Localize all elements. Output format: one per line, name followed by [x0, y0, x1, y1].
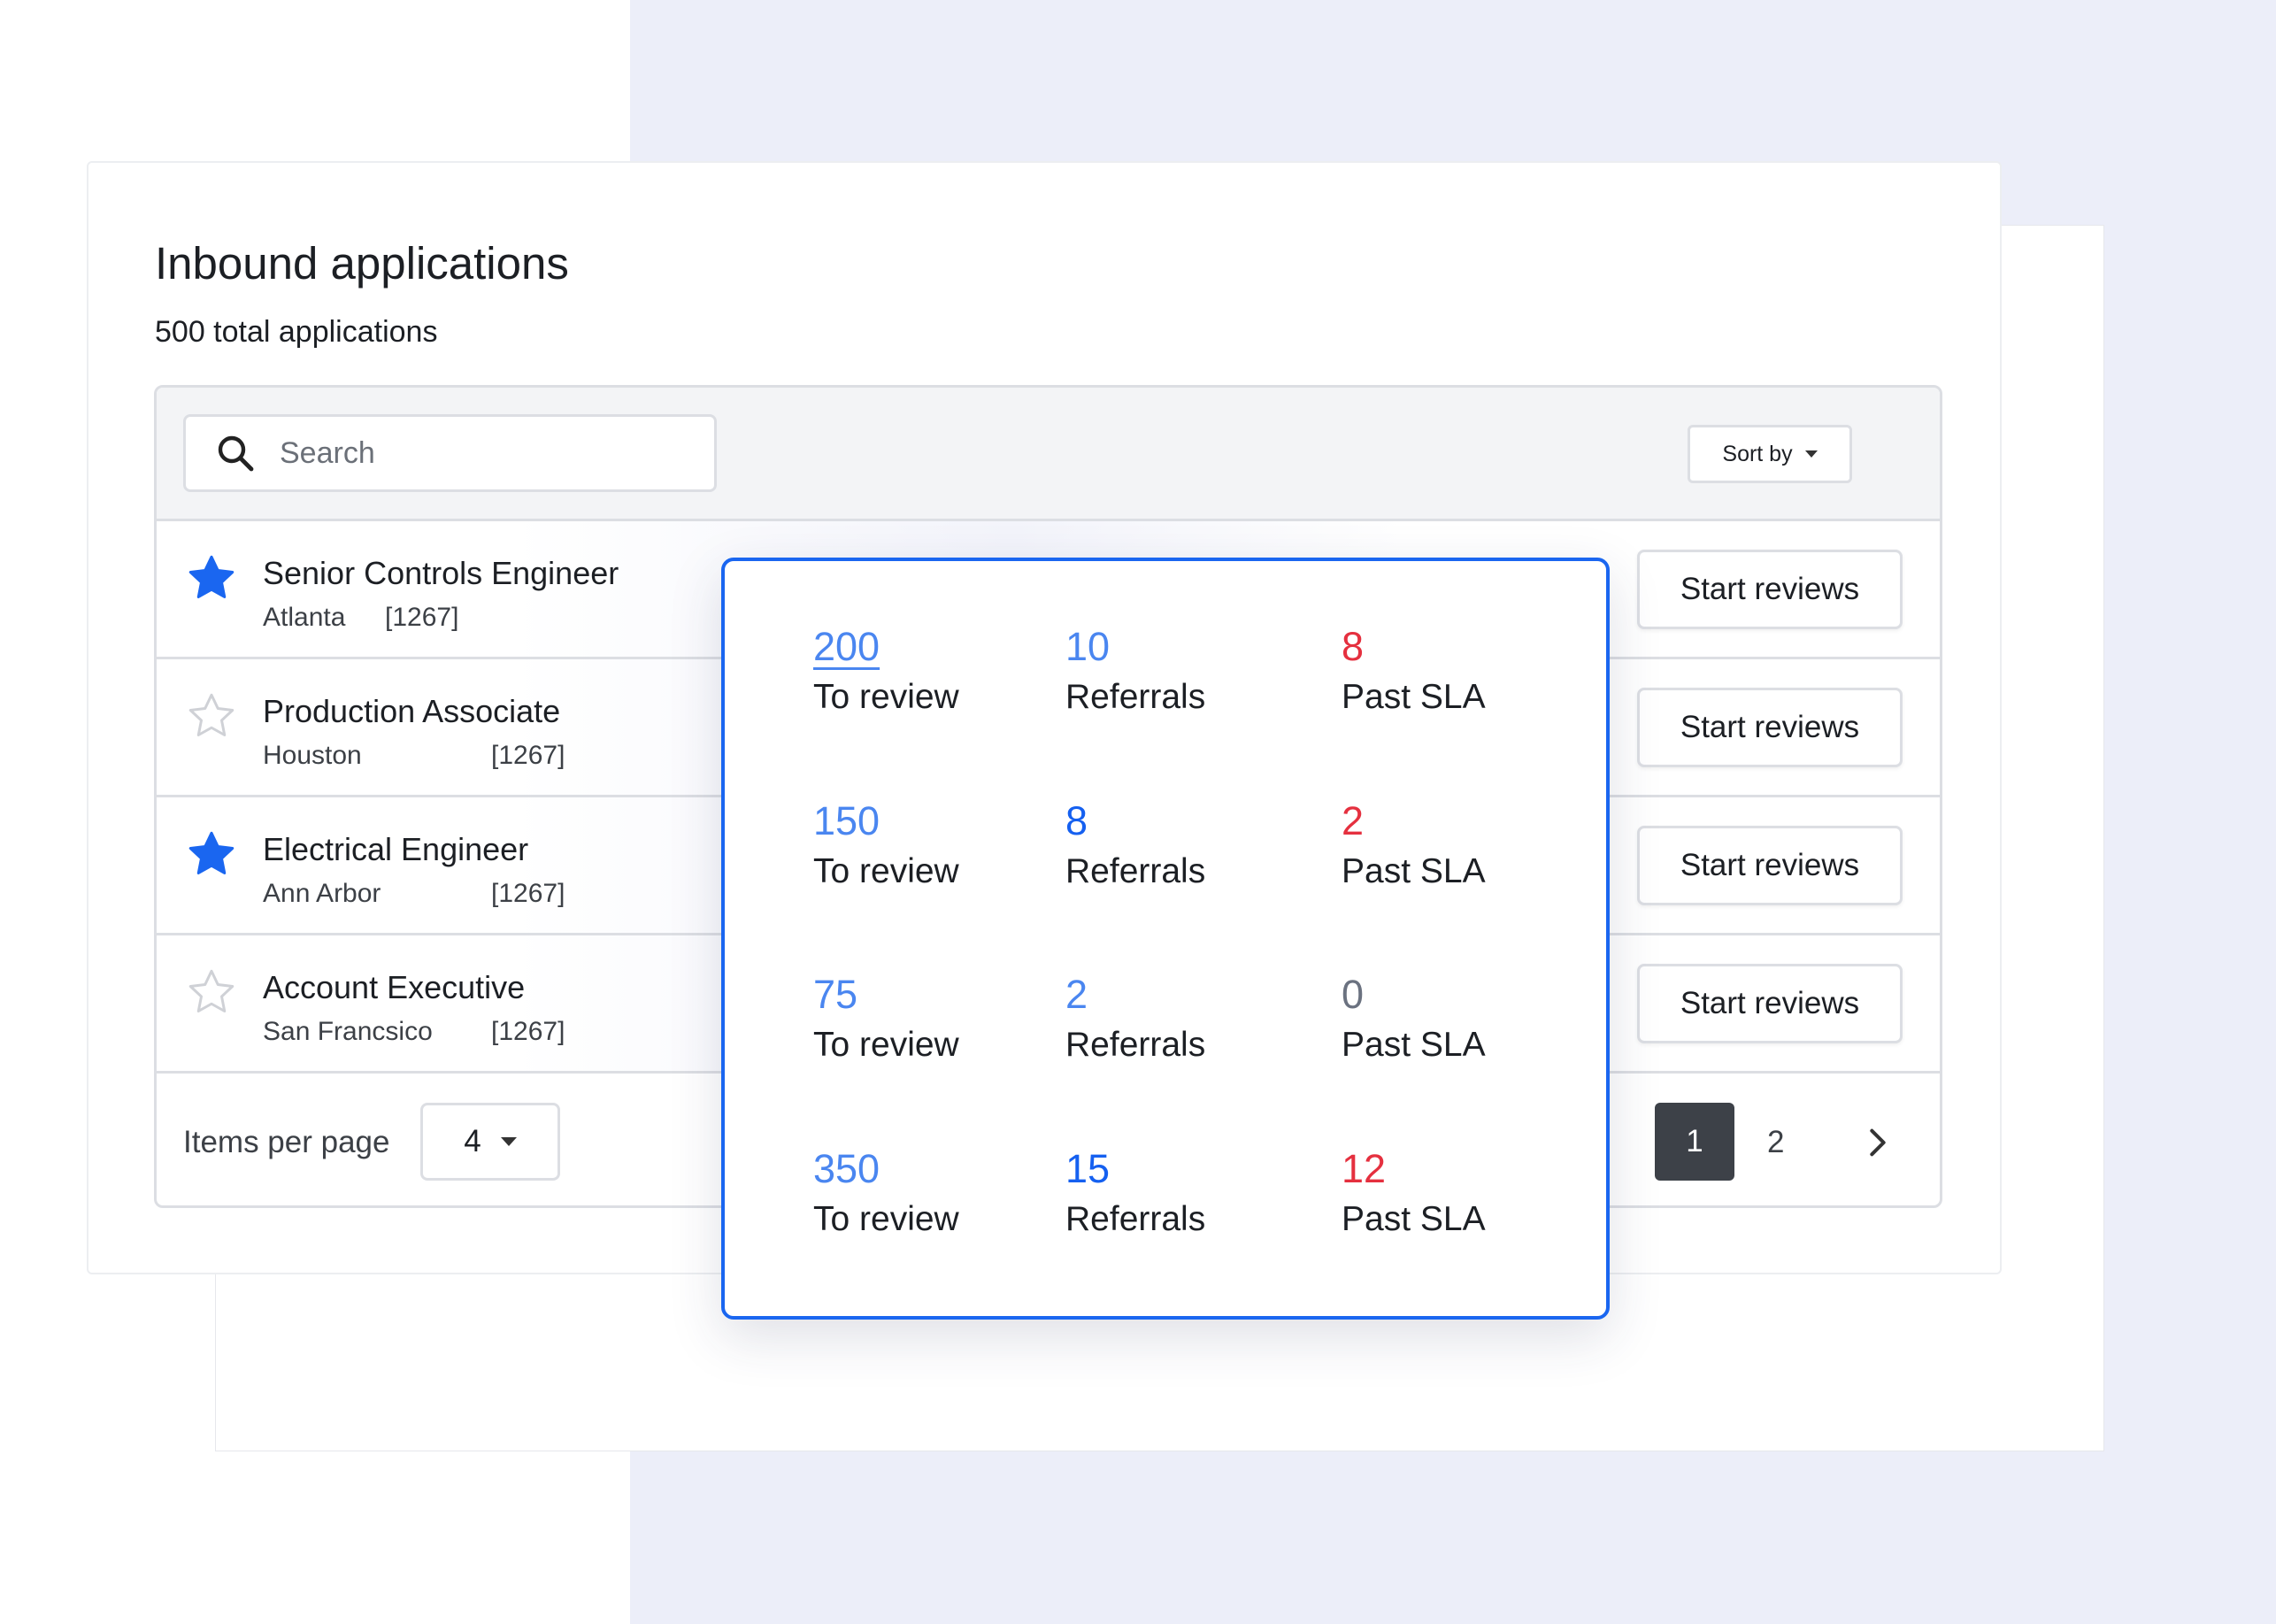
job-code: [1267]: [491, 1017, 565, 1046]
page-1-button[interactable]: 1: [1655, 1103, 1734, 1181]
job-location: Ann Arbor: [263, 879, 381, 908]
stat-item: 8 Referrals: [1065, 797, 1205, 893]
job-title: Electrical Engineer: [263, 831, 529, 867]
stat-label: To review: [813, 678, 959, 716]
stat-item: 350 To review: [813, 1145, 959, 1241]
stat-item: 150 To review: [813, 797, 959, 893]
stat-value: 12: [1342, 1146, 1387, 1191]
search-field[interactable]: [183, 414, 717, 492]
stat-item: 12 Past SLA: [1342, 1145, 1486, 1241]
stat-label: Past SLA: [1342, 852, 1486, 890]
star-outline-icon[interactable]: [185, 689, 238, 743]
stat-item: 0 Past SLA: [1342, 971, 1486, 1066]
job-code: [1267]: [385, 603, 459, 632]
stat-label: Referrals: [1065, 1200, 1206, 1238]
sort-by-button[interactable]: Sort by: [1688, 425, 1852, 483]
stat-value: 8: [1342, 624, 1365, 669]
job-title: Account Executive: [263, 969, 526, 1005]
stat-label: To review: [813, 1026, 959, 1064]
stat-item: 8 Past SLA: [1342, 623, 1486, 719]
stat-value: 350: [813, 1146, 880, 1191]
sort-by-label: Sort by: [1722, 441, 1793, 466]
job-title: Production Associate: [263, 693, 561, 729]
stat-label: Referrals: [1065, 678, 1206, 716]
page-title: Inbound applications: [155, 238, 569, 289]
stats-popover: 200 To review 10 Referrals 8 Past SLA 150 To re…: [721, 558, 1610, 1320]
stat-value: 2: [1065, 972, 1088, 1017]
caret-down-icon: [1804, 450, 1818, 458]
stat-value: 75: [813, 972, 858, 1017]
star-filled-icon[interactable]: [185, 827, 238, 881]
stat-item: 75 To review: [813, 971, 959, 1066]
stat-item: 2 Referrals: [1065, 971, 1205, 1066]
search-icon: [218, 435, 254, 472]
stat-value: 8: [1065, 798, 1088, 843]
job-location: Atlanta: [263, 603, 346, 632]
stat-value: 15: [1065, 1146, 1111, 1191]
items-per-page-value: 4: [464, 1124, 481, 1158]
stat-item: 2 Past SLA: [1342, 797, 1486, 893]
job-location: San Francsico: [263, 1017, 433, 1046]
stat-label: Referrals: [1065, 1026, 1206, 1064]
items-per-page-label: Items per page: [183, 1125, 390, 1159]
job-location: Houston: [263, 741, 362, 770]
page-2-button[interactable]: 2: [1767, 1125, 1785, 1159]
stat-label: Past SLA: [1342, 1200, 1486, 1238]
stat-label: To review: [813, 852, 959, 890]
job-code: [1267]: [491, 879, 565, 908]
items-per-page-select[interactable]: 4: [420, 1103, 560, 1181]
stat-value: 150: [813, 798, 880, 843]
job-title: Senior Controls Engineer: [263, 555, 619, 591]
chevron-right-icon[interactable]: [1860, 1125, 1895, 1160]
search-input[interactable]: [280, 435, 651, 471]
stat-value: 10: [1065, 624, 1111, 669]
start-reviews-button[interactable]: Start reviews: [1637, 826, 1903, 905]
star-filled-icon[interactable]: [185, 551, 238, 604]
stat-value: 0: [1342, 972, 1365, 1017]
stat-value: 2: [1342, 798, 1365, 843]
caret-down-icon: [500, 1137, 517, 1146]
stat-item: 200 To review: [813, 623, 959, 719]
stat-label: Past SLA: [1342, 678, 1486, 716]
table-footer: Items per page 4 1 2: [157, 1075, 1940, 1205]
start-reviews-button[interactable]: Start reviews: [1637, 964, 1903, 1043]
stat-item: 15 Referrals: [1065, 1145, 1205, 1241]
star-outline-icon[interactable]: [185, 966, 238, 1019]
start-reviews-button[interactable]: Start reviews: [1637, 688, 1903, 767]
start-reviews-button[interactable]: Start reviews: [1637, 550, 1903, 629]
stat-label: To review: [813, 1200, 959, 1238]
stat-item: 10 Referrals: [1065, 623, 1205, 719]
stat-label: Past SLA: [1342, 1026, 1486, 1064]
table-toolbar: Sort by: [157, 388, 1940, 521]
total-applications: 500 total applications: [155, 315, 438, 349]
stat-value[interactable]: 200: [813, 624, 880, 669]
job-code: [1267]: [491, 741, 565, 770]
stat-label: Referrals: [1065, 852, 1206, 890]
